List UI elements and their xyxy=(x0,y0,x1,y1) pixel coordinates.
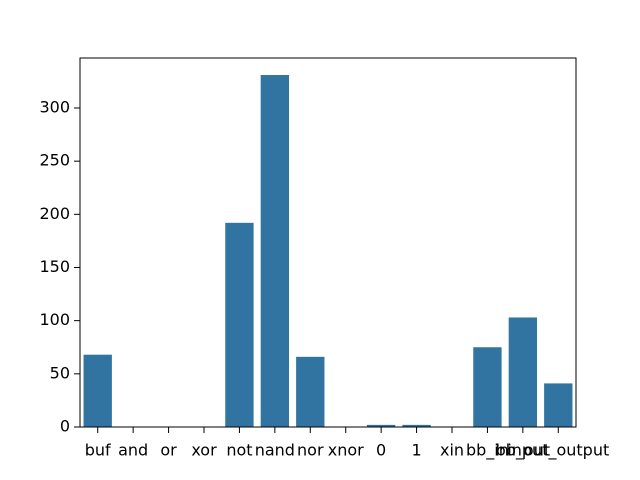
x-tick-label: bb_in xyxy=(466,441,509,461)
bar xyxy=(402,424,431,427)
x-tick-label: input_output xyxy=(507,441,609,461)
x-tick-label: or xyxy=(160,441,177,460)
x-tick-label: xnor xyxy=(328,441,364,460)
x-tick-label: and xyxy=(118,441,148,460)
bar xyxy=(366,424,396,427)
bar xyxy=(83,354,112,427)
bar xyxy=(508,317,538,427)
x-tick-label: xin xyxy=(440,441,464,460)
bar xyxy=(260,75,290,428)
bar xyxy=(473,347,502,427)
y-tick-label: 100 xyxy=(39,310,70,329)
y-tick-label: 250 xyxy=(39,151,70,170)
plot-frame xyxy=(79,57,577,428)
x-tick-label: bb_out xyxy=(496,441,551,461)
x-tick-label: buf xyxy=(85,441,111,460)
y-tick-label: 0 xyxy=(60,417,70,436)
x-tick-label: xor xyxy=(191,441,217,460)
y-tick-label: 150 xyxy=(39,257,70,276)
y-tick-label: 50 xyxy=(50,363,70,382)
x-tick-label: not xyxy=(226,441,252,460)
bar xyxy=(296,356,325,427)
x-tick-label: 1 xyxy=(411,441,421,460)
x-tick-label: nand xyxy=(255,441,295,460)
y-tick-label: 300 xyxy=(39,97,70,116)
x-tick-label: nor xyxy=(297,441,324,460)
x-tick-label: 0 xyxy=(376,441,386,460)
bar xyxy=(544,383,573,427)
bar xyxy=(225,222,254,427)
y-tick-label: 200 xyxy=(39,204,70,223)
